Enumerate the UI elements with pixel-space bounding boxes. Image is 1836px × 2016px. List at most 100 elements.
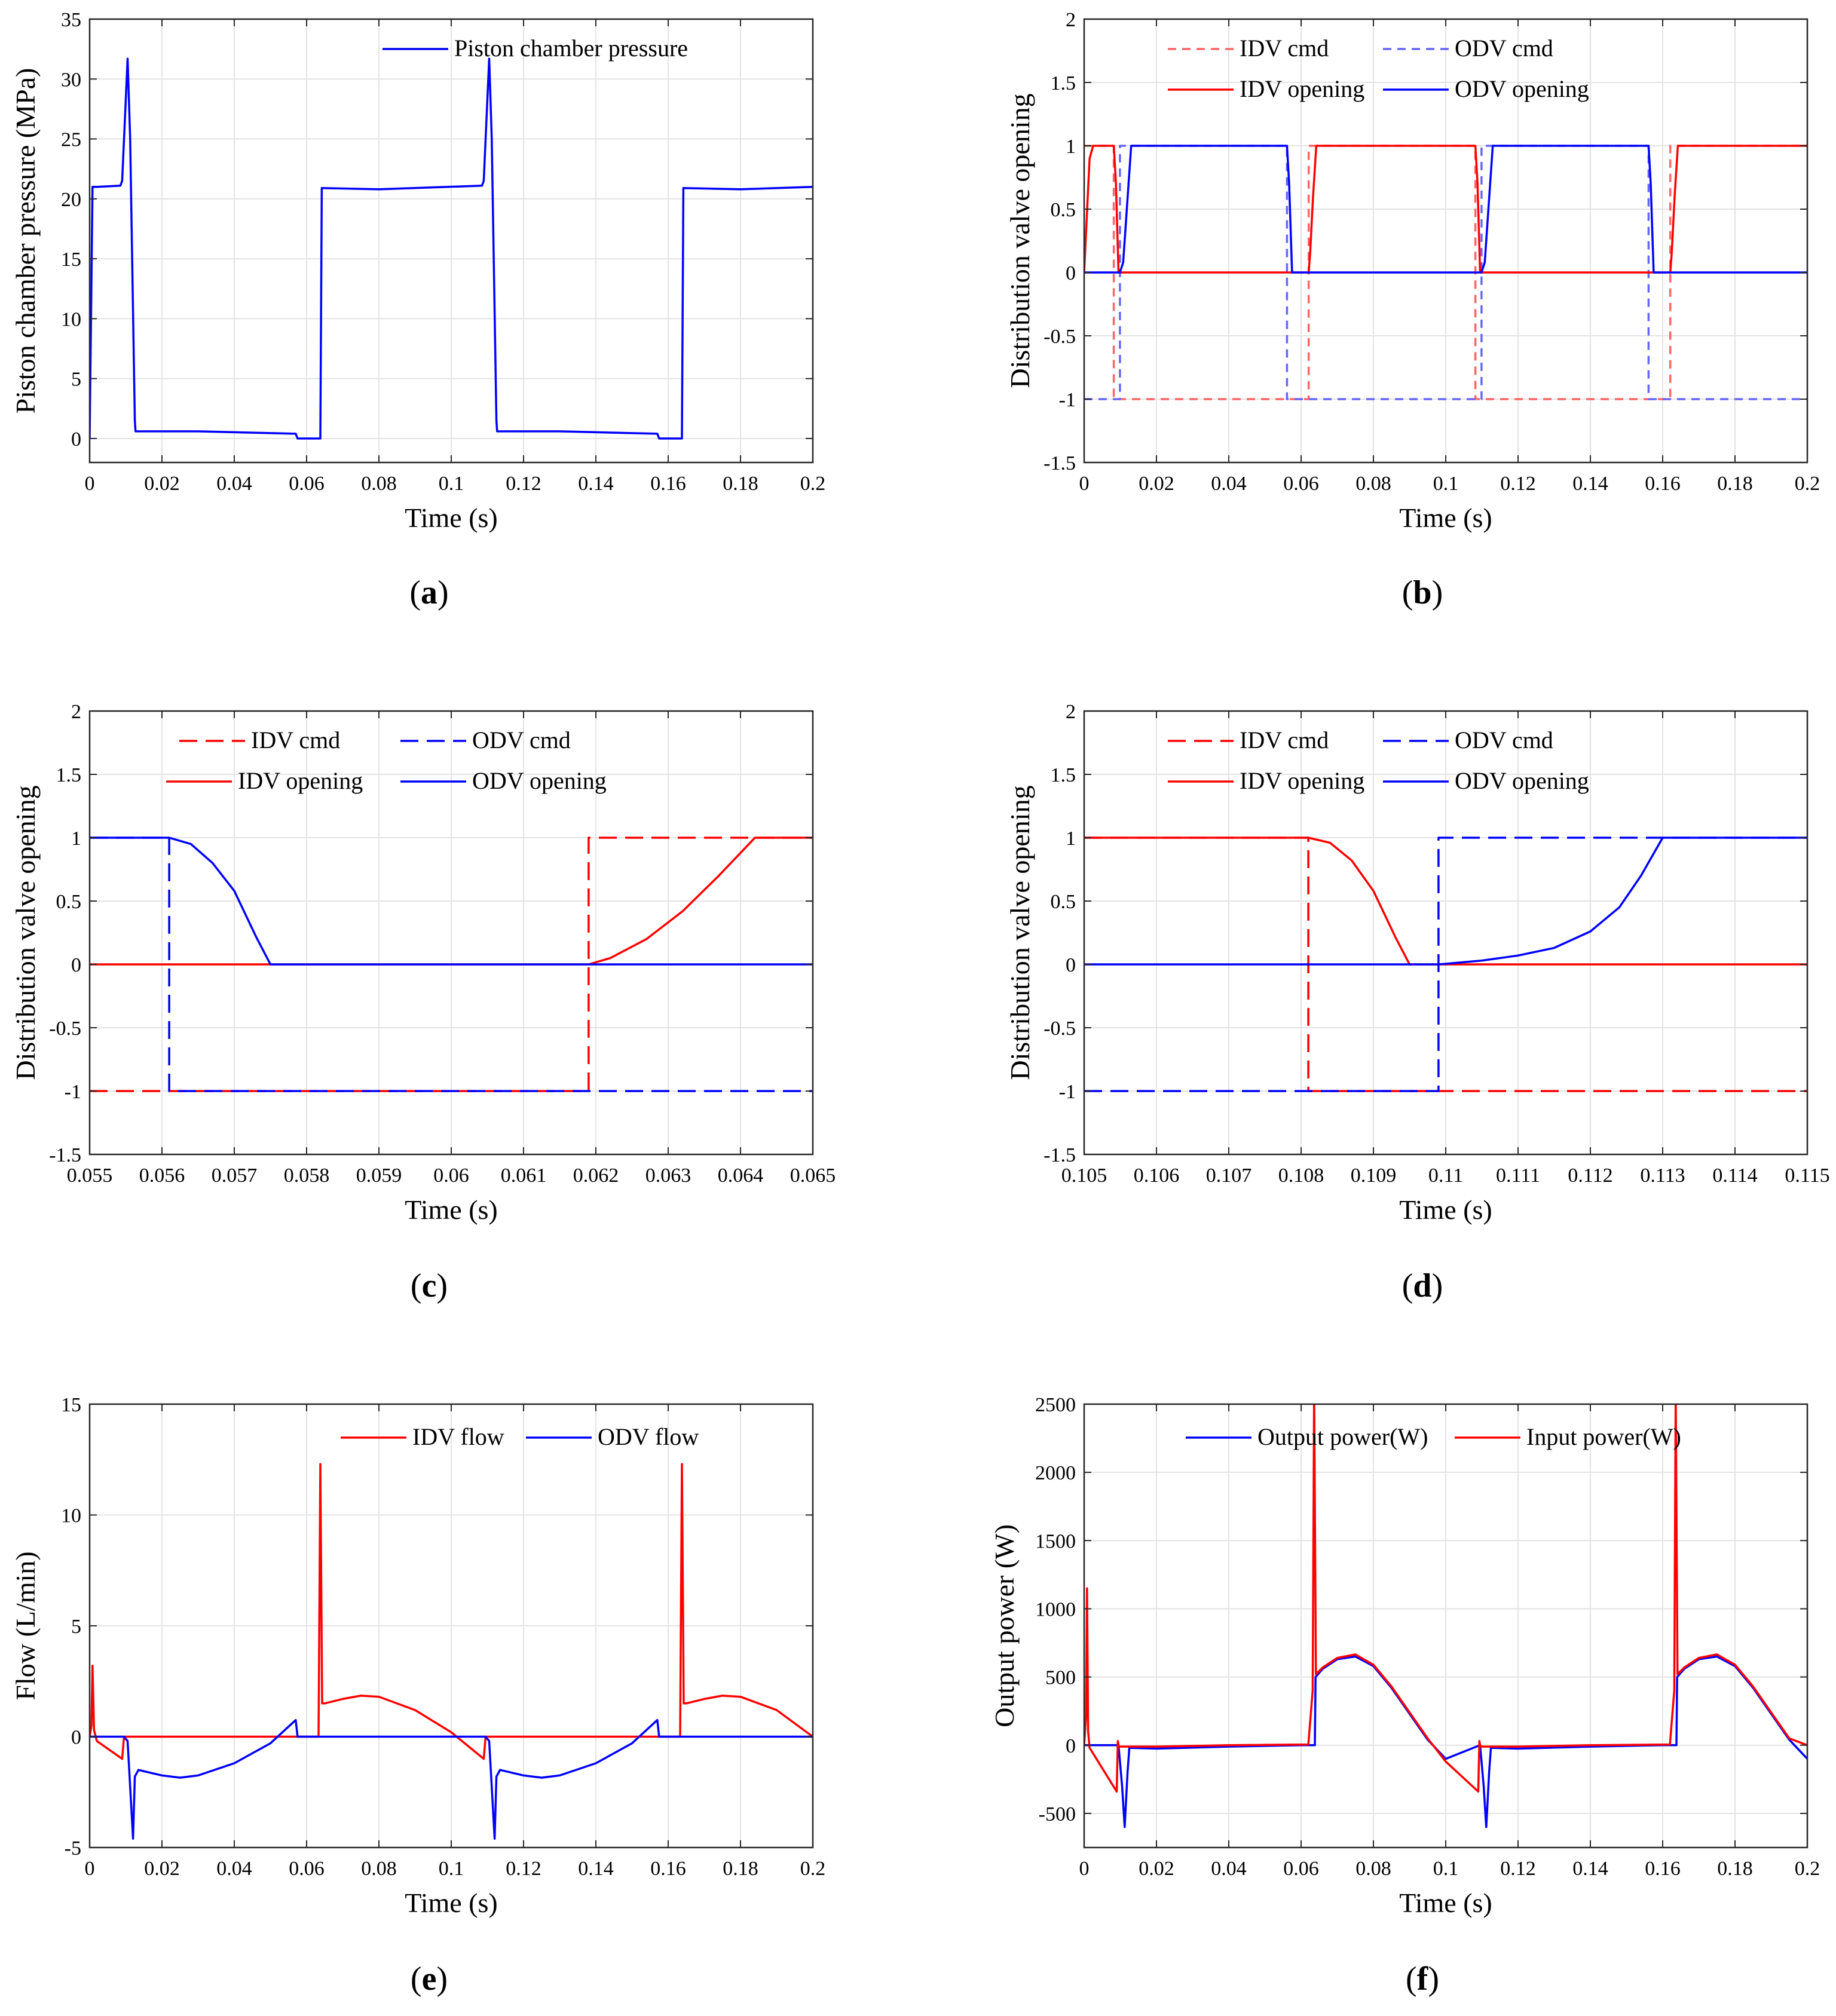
x-tick-label: 0.04 — [1211, 473, 1247, 495]
legend-label: Output power(W) — [1257, 1423, 1428, 1450]
y-tick-label: -1 — [1059, 1081, 1076, 1103]
y-tick-label: -1 — [1059, 389, 1076, 411]
x-tick-label: 0.107 — [1206, 1165, 1252, 1187]
y-tick-label: 0 — [71, 954, 81, 976]
x-tick-label: 0.16 — [650, 1858, 686, 1880]
y-tick-label: 0.5 — [1051, 199, 1076, 221]
y-tick-label: -0.5 — [1044, 326, 1076, 348]
x-tick-label: 0.065 — [790, 1165, 836, 1187]
y-tick-label: 2 — [1066, 701, 1076, 723]
y-axis-label: Distribution valve opening — [10, 785, 41, 1080]
y-tick-label: 1 — [71, 828, 81, 850]
x-tick-label: 0.1 — [439, 1858, 464, 1880]
y-tick-label: 30 — [61, 69, 81, 91]
x-tick-label: 0.12 — [1500, 473, 1536, 495]
y-tick-label: 5 — [71, 1616, 81, 1638]
x-tick-label: 0.02 — [1139, 1858, 1174, 1880]
x-tick-label: 0.02 — [1139, 473, 1174, 495]
chart-c: 0.055 0.056 0.057 0.058 0.059 0.06 0.061 0.062 0… — [10, 701, 836, 1304]
legend: IDV cmd ODV cmd IDV opening ODV opening — [166, 727, 607, 794]
y-tick-label: 15 — [61, 1394, 81, 1416]
x-axis-label: Time (s) — [405, 1194, 498, 1225]
x-tick-label: 0.14 — [578, 473, 614, 495]
x-tick-label: 0.056 — [139, 1165, 185, 1187]
series-line-piston-chamber-pressure — [90, 57, 813, 440]
x-axis-label: Time (s) — [1399, 503, 1492, 533]
subfigure-caption: (d) — [1402, 1267, 1443, 1304]
x-tick-label: 0 — [1079, 473, 1090, 495]
x-tick-label: 0.02 — [144, 473, 180, 495]
y-tick-label: 25 — [61, 129, 81, 151]
x-tick-label: 0.08 — [1355, 473, 1391, 495]
x-tick-label: 0.064 — [718, 1165, 764, 1187]
y-axis-label: Distribution valve opening — [1005, 93, 1035, 388]
chart-d: 0.105 0.106 0.107 0.108 0.109 0.11 0.111 0.112 0… — [1005, 701, 1830, 1304]
x-tick-label: 0.12 — [1500, 1858, 1536, 1880]
x-tick-label: 0.063 — [645, 1165, 691, 1187]
x-axis-label: Time (s) — [405, 1888, 498, 1918]
y-tick-label: 0 — [71, 1727, 81, 1749]
x-tick-label: 0.11 — [1428, 1165, 1463, 1187]
y-tick-label: -500 — [1039, 1803, 1076, 1825]
x-tick-label: 0.16 — [1645, 473, 1681, 495]
legend-label: Input power(W) — [1526, 1423, 1681, 1450]
y-axis-label: Piston chamber pressure (MPa) — [10, 68, 41, 414]
legend-label: ODV cmd — [1455, 727, 1553, 753]
series-line-input-power-w- — [1084, 1404, 1807, 1793]
subfigure-caption: (e) — [411, 1960, 448, 1997]
legend-label: ODV opening — [1455, 767, 1589, 794]
y-axis-label: Output power (W) — [989, 1524, 1020, 1727]
legend: Piston chamber pressure — [382, 35, 688, 62]
x-tick-label: 0.2 — [800, 473, 826, 495]
y-tick-label: -0.5 — [49, 1018, 81, 1040]
x-tick-label: 0.04 — [216, 1858, 252, 1880]
y-tick-label: 35 — [61, 9, 81, 31]
series-line-idv-opening — [1084, 837, 1807, 966]
series-line-odv-flow — [90, 1718, 813, 1840]
series-line-output-power-w- — [1084, 1655, 1807, 1828]
y-tick-label: 15 — [61, 249, 81, 271]
x-tick-label: 0.08 — [1355, 1858, 1391, 1880]
series-line-odv-opening — [1084, 145, 1807, 274]
y-tick-label: 10 — [61, 308, 81, 330]
x-tick-label: 0.02 — [144, 1858, 180, 1880]
x-tick-label: 0.04 — [1211, 1858, 1247, 1880]
chart-e: 0 0.02 0.04 0.06 0.08 0.1 0.12 0.14 0.16 0.18 0.2 -… — [10, 1394, 825, 1997]
x-tick-label: 0.109 — [1351, 1165, 1397, 1187]
y-tick-label: 1.5 — [1051, 72, 1076, 94]
x-tick-label: 0.12 — [506, 473, 541, 495]
x-tick-label: 0.18 — [723, 473, 758, 495]
x-axis-label: Time (s) — [1399, 1888, 1492, 1918]
x-tick-label: 0.06 — [433, 1165, 469, 1187]
x-tick-label: 0 — [85, 1858, 95, 1880]
x-tick-label: 0.18 — [723, 1858, 758, 1880]
legend-label: ODV opening — [472, 767, 607, 794]
chart-a: 0 0.02 0.04 0.06 0.08 0.1 0.12 0.14 0.16 0.18 0.2 0… — [10, 9, 825, 611]
legend-label: IDV opening — [1240, 767, 1364, 794]
x-tick-label: 0.058 — [284, 1165, 330, 1187]
subfigure-caption: (a) — [409, 574, 448, 611]
x-tick-label: 0.112 — [1568, 1165, 1612, 1187]
x-tick-label: 0.18 — [1717, 1858, 1753, 1880]
x-tick-label: 0.04 — [216, 473, 252, 495]
x-tick-label: 0.114 — [1712, 1165, 1757, 1187]
legend-label: IDV opening — [1240, 75, 1364, 102]
legend-label: ODV opening — [1455, 75, 1589, 102]
x-tick-label: 0.14 — [1572, 473, 1608, 495]
y-axis-label: Distribution valve opening — [1005, 785, 1035, 1080]
x-tick-label: 0.108 — [1278, 1165, 1324, 1187]
x-tick-label: 0.057 — [212, 1165, 258, 1187]
legend: IDV cmd ODV cmd IDV opening ODV opening — [1168, 727, 1589, 794]
y-tick-label: 1500 — [1035, 1530, 1076, 1552]
y-tick-label: 0 — [1066, 954, 1076, 976]
legend-label: IDV cmd — [1240, 35, 1329, 62]
x-tick-label: 0.1 — [1433, 1858, 1459, 1880]
x-tick-label: 0.062 — [573, 1165, 619, 1187]
y-tick-label: 2 — [1066, 9, 1076, 31]
y-tick-label: -1 — [65, 1081, 81, 1103]
x-tick-label: 0.08 — [361, 473, 397, 495]
legend-label: IDV cmd — [1240, 727, 1329, 753]
x-axis-label: Time (s) — [405, 503, 498, 533]
y-tick-label: 20 — [61, 189, 81, 211]
y-tick-label: 0.5 — [1051, 891, 1076, 913]
